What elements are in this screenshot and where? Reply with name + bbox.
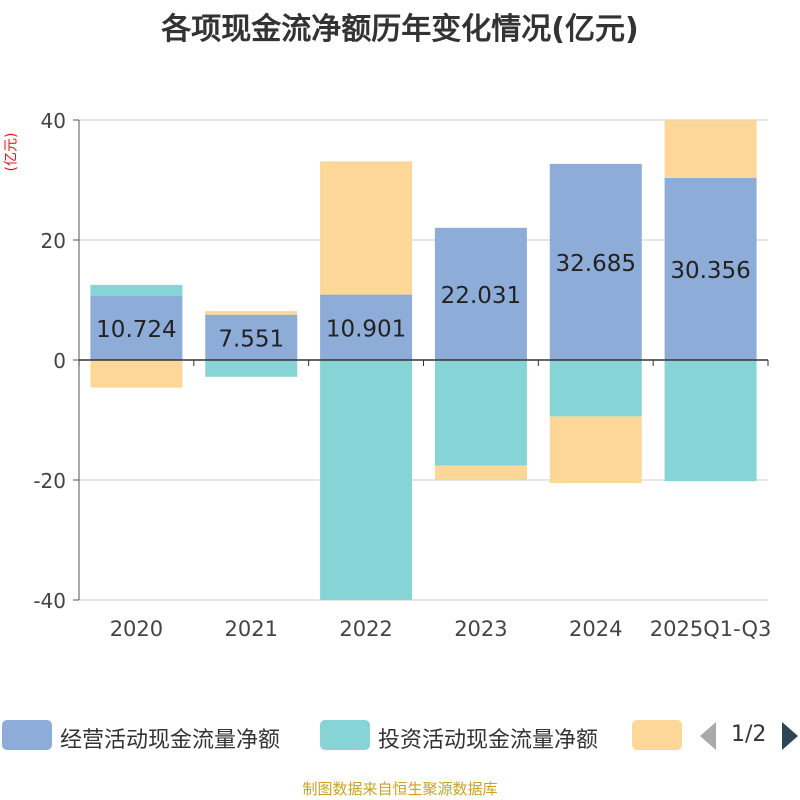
chart-title: 各项现金流净额历年变化情况(亿元) (161, 12, 639, 47)
y-tick-label: -20 (33, 469, 66, 493)
bar-financing-5 (664, 120, 757, 178)
x-tick-label: 2025Q1-Q3 (650, 617, 772, 641)
y-tick-label: -40 (33, 589, 66, 613)
bar-financing-0 (90, 360, 183, 388)
x-tick-label: 2020 (110, 617, 163, 641)
y-tick-label: 0 (53, 349, 66, 373)
data-label: 32.685 (556, 251, 636, 277)
y-tick-label: 20 (41, 229, 66, 253)
bar-operating-5 (664, 177, 757, 360)
bar-investing-0 (90, 284, 183, 296)
bar-operating-0 (90, 295, 183, 360)
legend-swatch-operating[interactable] (2, 720, 52, 750)
legend-swatch-investing[interactable] (320, 720, 370, 750)
data-label: 30.356 (670, 258, 750, 284)
bar-operating-2 (320, 294, 413, 360)
data-source-note: 制图数据来自恒生聚源数据库 (302, 780, 498, 798)
bar-investing-5 (664, 360, 757, 482)
legend-label-operating[interactable]: 经营活动现金流量净额 (60, 728, 281, 753)
data-label: 7.551 (218, 326, 284, 352)
legend: 经营活动现金流量净额 投资活动现金流量净额 1/2 (0, 716, 800, 756)
bar-financing-3 (434, 465, 527, 480)
x-tick-label: 2023 (454, 617, 507, 641)
legend-swatch-financing[interactable] (632, 720, 682, 750)
legend-page-indicator: 1/2 (731, 722, 767, 747)
y-tick-label: 40 (41, 109, 66, 133)
chart-plot: -40 -20 0 20 40 10.724 7.551 10.901 22.031 32.685… (33, 109, 772, 641)
legend-label-investing[interactable]: 投资活动现金流量净额 (378, 728, 599, 753)
x-tick-label: 2024 (569, 617, 622, 641)
x-tick-label: 2022 (339, 617, 392, 641)
data-label: 10.724 (96, 317, 176, 343)
bar-investing-4 (549, 360, 642, 417)
x-tick-label: 2021 (225, 617, 278, 641)
legend-prev-page-icon[interactable] (700, 722, 716, 750)
data-label: 10.901 (326, 316, 406, 342)
bar-operating-1 (205, 314, 298, 360)
bar-investing-3 (434, 360, 527, 466)
legend-next-page-icon[interactable] (782, 722, 798, 750)
bar-financing-4 (549, 416, 642, 483)
data-label: 22.031 (441, 283, 521, 309)
bar-financing-2 (320, 161, 413, 295)
bar-financing-1 (205, 311, 298, 315)
bar-investing-2 (320, 360, 413, 600)
bar-operating-3 (434, 227, 527, 360)
bar-operating-4 (549, 163, 642, 360)
bar-investing-1 (205, 360, 298, 377)
